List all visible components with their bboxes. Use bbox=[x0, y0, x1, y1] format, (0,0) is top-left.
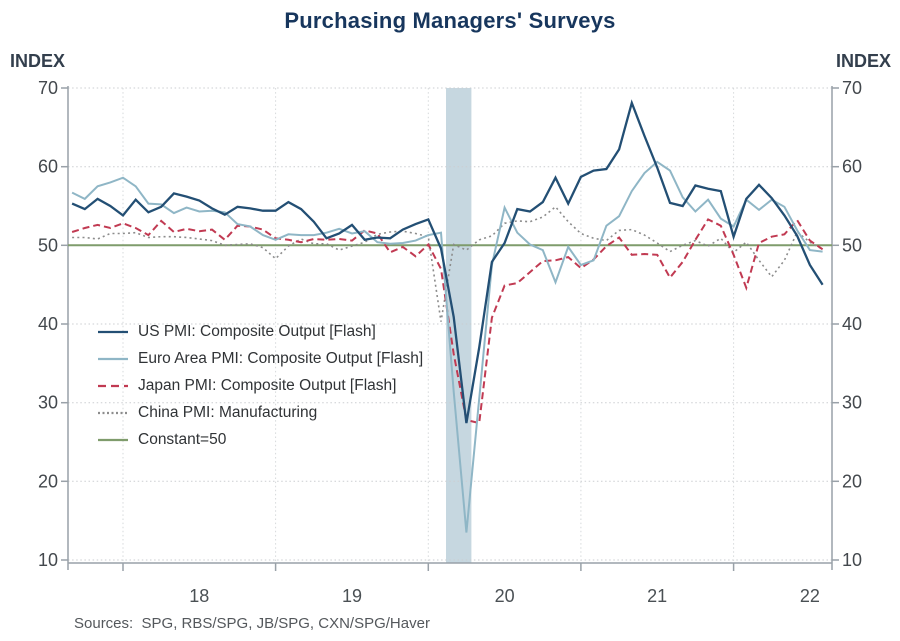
legend-label: US PMI: Composite Output [Flash] bbox=[138, 323, 376, 340]
legend-label: China PMI: Manufacturing bbox=[138, 404, 318, 421]
china-pmi-line-swatch-icon bbox=[98, 411, 128, 415]
left-axis-title: INDEX bbox=[10, 51, 66, 71]
x-tick-label: 21 bbox=[647, 586, 667, 606]
constant-50-line-swatch-icon bbox=[98, 438, 128, 442]
y-tick-label-right: 50 bbox=[842, 235, 862, 255]
y-tick-label-left: 70 bbox=[38, 78, 58, 98]
x-tick-label: 19 bbox=[342, 586, 362, 606]
v-gridlines bbox=[122, 88, 735, 563]
y-tick-label-left: 10 bbox=[38, 550, 58, 570]
legend-item-euro-area-pmi: Euro Area PMI: Composite Output [Flash] bbox=[97, 348, 423, 370]
japan-pmi-line-swatch-icon bbox=[98, 384, 128, 388]
x-tick-label: 18 bbox=[189, 586, 209, 606]
x-tick-labels: 18 19 20 21 22 bbox=[189, 586, 820, 606]
euro-area-pmi-line-swatch-icon bbox=[98, 357, 128, 361]
x-tick-label: 20 bbox=[495, 586, 515, 606]
y-tick-label-left: 30 bbox=[38, 393, 58, 413]
legend-label: Constant=50 bbox=[138, 431, 227, 448]
y-tick-label-left: 40 bbox=[38, 314, 58, 334]
right-axis-title: INDEX bbox=[835, 51, 891, 71]
chart-title: Purchasing Managers' Surveys bbox=[284, 8, 616, 33]
us-pmi-line-swatch-icon bbox=[98, 330, 128, 334]
legend-item-constant-50: Constant=50 bbox=[97, 429, 423, 451]
sources-note: Sources: SPG, RBS/SPG, JB/SPG, CXN/SPG/H… bbox=[74, 615, 430, 632]
y-tick-label-right: 70 bbox=[842, 78, 862, 98]
chart-legend: US PMI: Composite Output [Flash] Euro Ar… bbox=[97, 321, 423, 451]
y-tick-label-right: 40 bbox=[842, 314, 862, 334]
y-tick-label-right: 10 bbox=[842, 550, 862, 570]
y-tick-label-right: 60 bbox=[842, 157, 862, 177]
y-tick-labels: 10 10 20 20 30 30 40 40 50 50 60 60 70 70 bbox=[38, 78, 862, 570]
y-tick-label-left: 20 bbox=[38, 471, 58, 491]
legend-item-us-pmi: US PMI: Composite Output [Flash] bbox=[97, 321, 423, 343]
legend-item-japan-pmi: Japan PMI: Composite Output [Flash] bbox=[97, 375, 423, 397]
y-tick-label-right: 30 bbox=[842, 393, 862, 413]
y-tick-label-left: 60 bbox=[38, 157, 58, 177]
y-tick-label-left: 50 bbox=[38, 235, 58, 255]
y-tick-label-right: 20 bbox=[842, 471, 862, 491]
legend-label: Euro Area PMI: Composite Output [Flash] bbox=[138, 350, 424, 367]
recession-band bbox=[446, 88, 472, 563]
legend-item-china-pmi: China PMI: Manufacturing bbox=[97, 402, 423, 424]
legend-label: Japan PMI: Composite Output [Flash] bbox=[138, 377, 397, 394]
x-tick-label: 22 bbox=[800, 586, 820, 606]
axes bbox=[61, 86, 839, 571]
series-line-us-pmi-composite-output-flash bbox=[71, 99, 824, 424]
series-line-euro-area-pmi-composite-output-flash bbox=[71, 160, 823, 533]
